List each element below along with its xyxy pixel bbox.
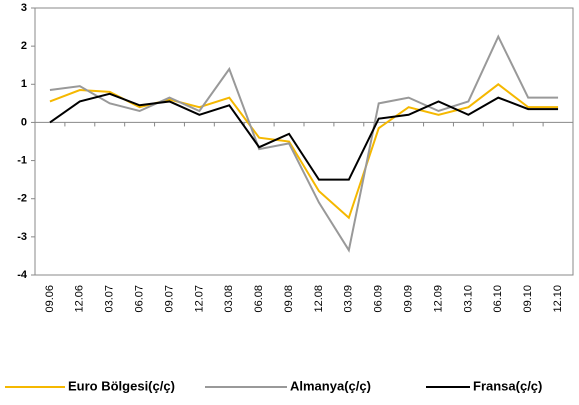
y-tick-label: 2 <box>21 40 27 52</box>
x-tick-label: 03.08 <box>223 285 235 313</box>
x-tick-label: 09.09 <box>403 285 415 313</box>
y-tick-label: 1 <box>21 78 27 90</box>
x-tick-label: 09.08 <box>283 285 295 313</box>
x-tick-label: 06.10 <box>492 285 504 313</box>
series-line <box>49 34 559 253</box>
x-tick-label: 03.10 <box>462 285 474 313</box>
y-tick-label: -3 <box>17 231 27 243</box>
x-tick-label: 06.07 <box>134 285 146 313</box>
y-tick-label: -2 <box>17 193 27 205</box>
x-tick-label: 09.06 <box>44 285 56 313</box>
series-line <box>49 83 559 220</box>
x-tick-label: 06.08 <box>253 285 265 313</box>
x-tick-label: 09.07 <box>163 285 175 313</box>
legend-label: Euro Bölgesi(ç/ç) <box>68 378 175 393</box>
x-tick-label: 12.10 <box>552 285 564 313</box>
x-tick-label: 12.06 <box>74 285 86 313</box>
x-tick-label: 12.07 <box>193 285 205 313</box>
y-tick-label: -4 <box>17 269 28 281</box>
x-tick-label: 12.08 <box>313 285 325 313</box>
y-tick-label: 3 <box>21 2 27 14</box>
series-line <box>49 92 559 181</box>
x-tick-label: 06.09 <box>373 285 385 313</box>
y-tick-label: -1 <box>17 154 27 166</box>
x-tick-label: 12.09 <box>432 285 444 313</box>
legend-label: Almanya(ç/ç) <box>290 378 371 393</box>
x-tick-label: 03.07 <box>104 285 116 313</box>
plot-frame <box>34 7 574 276</box>
y-tick-label: 0 <box>21 116 27 128</box>
x-tick-label: 03.09 <box>343 285 355 313</box>
x-tick-label: 09.10 <box>522 285 534 313</box>
legend-label: Fransa(ç/ç) <box>473 378 542 393</box>
